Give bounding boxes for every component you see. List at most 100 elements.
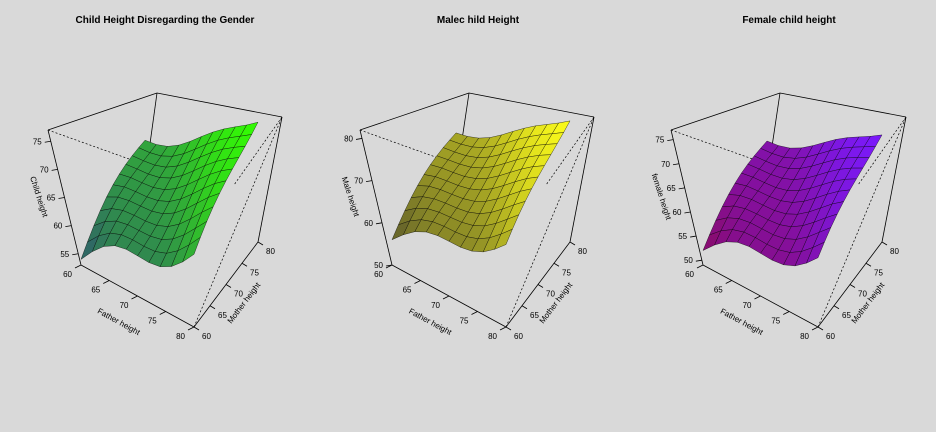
y-tick-label: 70 [546,290,555,299]
surface [391,120,571,253]
surface-facet [182,236,201,263]
surface [80,121,259,267]
box-edge-hidden [545,116,595,186]
y-tick-label: 75 [874,268,883,277]
z-tick-mark [678,187,685,190]
y-tick-label: 80 [266,247,275,256]
x-tick-mark [754,295,761,300]
y-tick-mark [537,284,544,288]
box-edge-hidden [670,129,779,169]
x-tick-mark [159,311,166,315]
x-tick-label: 80 [800,332,809,341]
y-tick-mark [881,241,888,246]
z-tick-label: 50 [374,261,383,270]
x-tick-mark [811,326,819,331]
box-edge [468,92,595,118]
z-tick-label: 50 [684,256,693,265]
box-edge [569,116,595,243]
y-tick-label: 75 [562,268,571,277]
z-tick-mark [684,211,691,214]
box-edge [47,92,158,131]
z-tick-mark [672,163,680,166]
y-tick-label: 80 [890,247,899,256]
z-tick-mark [695,259,702,262]
x-tick-label: 60 [63,270,72,279]
x-tick-mark [131,295,138,300]
z-tick-label: 70 [40,165,49,174]
x-tick-mark [499,326,507,331]
x-tick-label: 70 [743,301,752,310]
y-tick-mark [505,326,512,331]
z-tick-label: 65 [667,184,676,193]
y-tick-label: 60 [514,332,523,341]
box-edge [359,129,393,266]
y-tick-mark [241,262,248,267]
box-edge-hidden [233,116,283,186]
y-tick-label: 80 [578,247,587,256]
y-tick-mark [553,262,560,267]
z-tick-label: 65 [47,194,56,203]
y-tick-label: 65 [530,311,539,320]
z-tick-mark [667,139,674,142]
x-tick-label: 65 [91,286,100,295]
surface-facet [494,228,513,250]
box-edge-hidden [817,116,907,328]
z-tick-mark [65,225,72,228]
box-edge [670,92,781,131]
x-tick-label: 75 [460,317,469,326]
x-tick-label: 60 [374,270,383,279]
y-tick-label: 60 [826,332,835,341]
y-tick-mark [833,305,840,310]
z-tick-mark [51,168,58,171]
z-tick-label: 75 [655,136,664,145]
z-tick-mark [365,180,373,183]
x-tick-label: 75 [148,317,157,326]
z-tick-label: 60 [53,222,62,231]
z-tick-label: 60 [364,219,373,228]
y-tick-mark [569,241,576,246]
x-tick-label: 70 [120,301,129,310]
x-tick-mark [725,280,732,284]
box-edge [257,116,283,243]
y-tick-mark [225,284,232,288]
y-tick-label: 65 [842,311,851,320]
z-tick-mark [355,138,363,140]
y-tick-label: 70 [858,290,867,299]
box-edge [779,92,907,118]
x-tick-label: 80 [488,332,497,341]
y-tick-mark [521,305,528,310]
z-tick-label: 70 [354,177,363,186]
z-tick-label: 55 [60,250,69,259]
x-tick-mark [783,311,790,315]
y-tick-mark [817,326,824,331]
surface-facet [806,241,825,264]
surface [702,134,883,267]
z-tick-mark [375,222,383,225]
box-edge-hidden [857,116,907,186]
y-tick-label: 60 [202,332,211,341]
z-tick-mark [690,235,697,238]
y-tick-mark [209,305,216,310]
x-tick-mark [696,264,704,269]
box-edge-hidden [47,129,155,169]
x-tick-mark [103,280,110,284]
y-tick-label: 65 [218,311,227,320]
z-tick-label: 55 [678,232,687,241]
x-tick-label: 70 [431,301,440,310]
box-edge [670,129,704,266]
z-tick-label: 70 [661,160,670,169]
x-tick-label: 60 [685,270,694,279]
z-tick-mark [385,264,393,267]
x-tick-mark [414,280,421,284]
y-tick-label: 70 [234,290,243,299]
box-edge [881,116,907,243]
box-edge-hidden [193,116,283,328]
x-tick-label: 75 [771,317,780,326]
chart-title: Malec hild Height [437,15,520,26]
box-edge [359,92,470,131]
z-tick-mark [44,140,51,143]
y-tick-mark [193,326,200,331]
x-tick-mark [74,264,82,269]
z-tick-label: 75 [33,137,42,146]
